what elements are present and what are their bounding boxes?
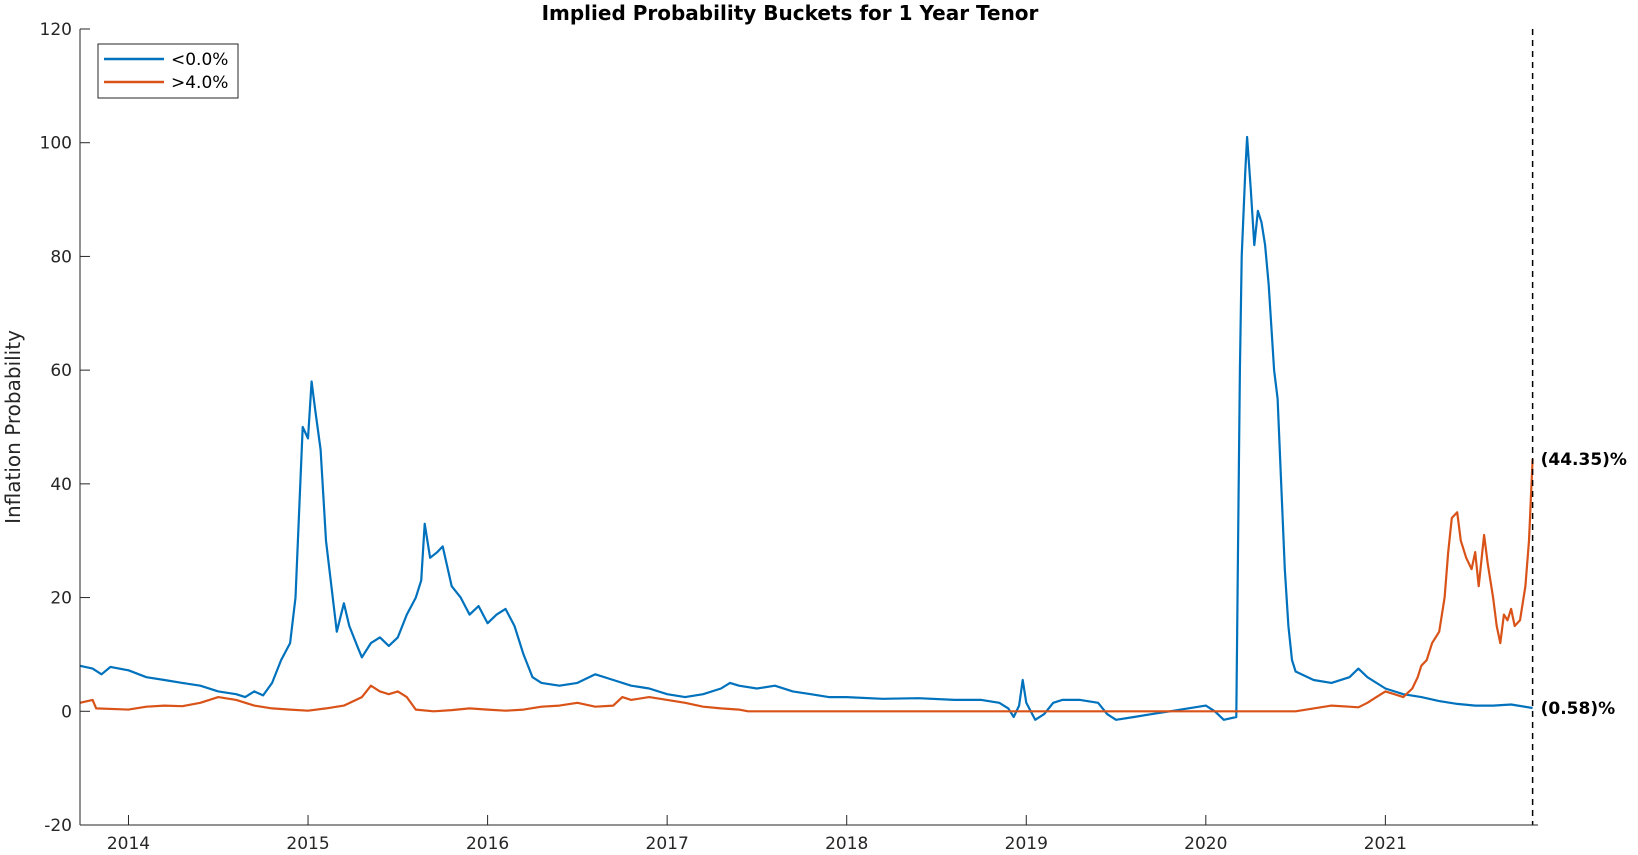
end-label-0: (0.58)% [1541, 699, 1616, 719]
y-tick-label-1: 0 [61, 702, 72, 722]
x-tick-label-6: 2020 [1184, 834, 1227, 854]
series-line-0 [79, 135, 1533, 721]
x-tick-label-3: 2017 [646, 834, 689, 854]
x-tick-label-5: 2019 [1005, 834, 1048, 854]
x-tick-label-4: 2018 [825, 834, 868, 854]
y-axis-label: Inflation Probability [1, 330, 25, 524]
series-line-1 [79, 459, 1534, 713]
end-label-1: (44.35)% [1541, 450, 1627, 470]
plot-area [80, 29, 1538, 825]
y-tick-label-5: 80 [50, 247, 72, 267]
end-labels: (0.58)% (44.35)% [1541, 450, 1627, 719]
legend-label-0: <0.0% [171, 50, 228, 70]
y-tick-label-4: 60 [50, 361, 72, 381]
x-tick-label-1: 2015 [286, 834, 329, 854]
y-tick-label-6: 100 [40, 134, 72, 154]
legend-label-1: >4.0% [171, 73, 228, 93]
legend-box [97, 43, 239, 99]
y-tick-label-2: 20 [50, 589, 72, 609]
legend: <0.0% >4.0% [97, 43, 239, 99]
x-tick-label-0: 2014 [107, 834, 150, 854]
x-tick-label-7: 2021 [1364, 834, 1407, 854]
plot-background [80, 29, 1538, 825]
chart-title: Implied Probability Buckets for 1 Year T… [542, 1, 1039, 25]
y-tick-label-7: 120 [40, 20, 72, 40]
x-tick-label-2: 2016 [466, 834, 509, 854]
y-tick-label-3: 40 [50, 475, 72, 495]
y-tick-label-0: -20 [44, 816, 72, 836]
axes-layer: -20 0 20 40 60 80 100 120 2014 2015 2016 2017 2018 20… [40, 20, 1538, 854]
series-layer [79, 135, 1534, 721]
